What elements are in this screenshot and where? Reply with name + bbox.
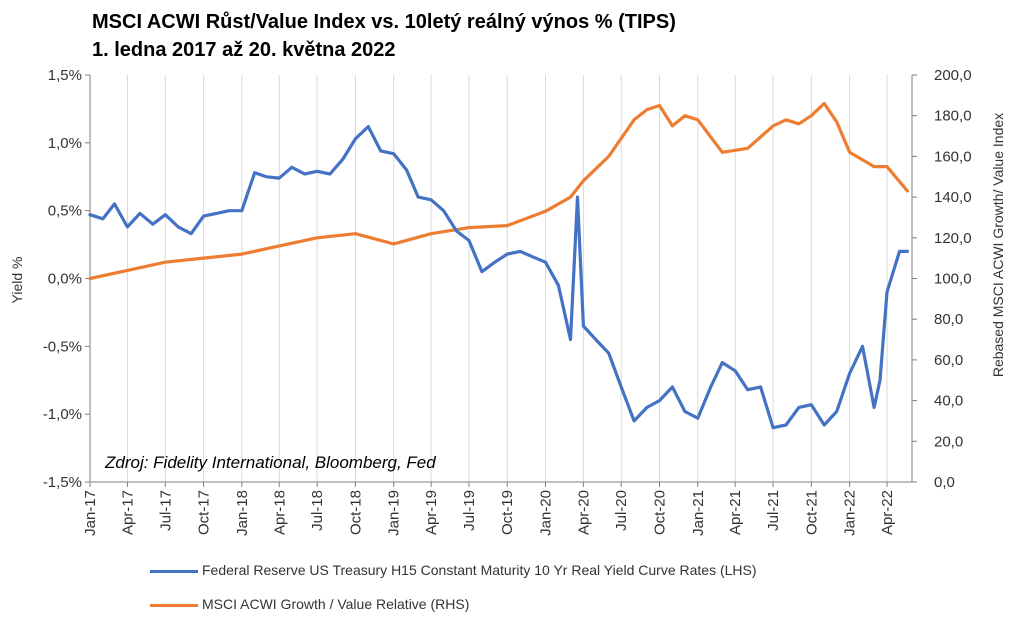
chart-subtitle: 1. ledna 2017 až 20. května 2022: [92, 39, 396, 61]
series-lines: [88, 101, 910, 430]
x-tick-label: Jan-19: [386, 490, 403, 536]
x-tick-label: Jul-20: [613, 490, 630, 531]
x-tick-label: Oct-17: [196, 490, 213, 535]
source-note: Zdroj: Fidelity International, Bloomberg…: [104, 453, 436, 472]
y-tick-label-left: -1,0%: [43, 406, 82, 423]
x-tick-label: Oct-20: [651, 490, 668, 535]
x-tick-label: Jan-18: [234, 490, 251, 536]
y-tick-label-right: 0,0: [934, 474, 955, 491]
legend-item-real-yield: Federal Reserve US Treasury H15 Constant…: [150, 562, 757, 578]
y-tick-label-right: 20,0: [934, 433, 963, 450]
series-line-growth-value: [88, 101, 910, 281]
y-axis-ticks-right: 200,0 180,0 160,0 140,0 120,0 100,0 80,0 60,0 40…: [912, 67, 972, 491]
legend-swatch-real-yield: [150, 569, 198, 573]
x-tick-label: Apr-21: [727, 490, 744, 535]
y-tick-label-left: 1,0%: [48, 135, 82, 152]
chart-title-block: MSCI ACWI Růst/Value Index vs. 10letý re…: [92, 8, 676, 64]
y-tick-label-right: 60,0: [934, 352, 963, 369]
x-tick-label: Jul-17: [157, 490, 174, 531]
x-tick-label: Jul-21: [765, 490, 782, 531]
x-tick-label: Oct-19: [499, 490, 516, 535]
x-tick-label: Jan-21: [690, 490, 707, 536]
chart-title: MSCI ACWI Růst/Value Index vs. 10letý re…: [92, 11, 676, 33]
y-tick-label-right: 100,0: [934, 271, 972, 288]
y-tick-label-right: 200,0: [934, 67, 972, 84]
x-tick-label: Apr-20: [575, 490, 592, 535]
legend-label-growth-value: MSCI ACWI Growth / Value Relative (RHS): [202, 596, 470, 612]
y-tick-label-left: -1,5%: [43, 474, 82, 491]
x-tick-label: Jan-20: [538, 490, 555, 536]
grid-lines: [89, 75, 888, 482]
x-tick-label: Apr-18: [271, 490, 288, 535]
series-line-real-yield: [88, 124, 910, 430]
x-tick-label: Apr-19: [423, 490, 440, 535]
legend-item-growth-value: MSCI ACWI Growth / Value Relative (RHS): [150, 596, 469, 612]
y-tick-label-right: 80,0: [934, 311, 963, 328]
y-tick-label-right: 160,0: [934, 148, 972, 165]
x-tick-label: Jan-17: [82, 490, 99, 536]
y-tick-label-right: 180,0: [934, 108, 972, 125]
y-axis-ticks-left: 1,5% 1,0% 0,5% 0,0% -0,5% -1,0% -1,5%: [43, 67, 90, 491]
x-tick-label: Jan-22: [842, 490, 859, 536]
x-tick-label: Oct-21: [803, 490, 820, 535]
y-tick-label-left: 1,5%: [48, 67, 82, 84]
x-tick-label: Apr-22: [879, 490, 896, 535]
y-tick-label-right: 120,0: [934, 230, 972, 247]
y-axis-title-right: Rebased MSCI ACWI Growth/ Value Index: [990, 113, 1006, 377]
y-tick-label-left: 0,0%: [48, 271, 82, 288]
y-tick-label-left: -0,5%: [43, 338, 82, 355]
legend-label-real-yield: Federal Reserve US Treasury H15 Constant…: [202, 562, 757, 578]
x-tick-label: Oct-18: [347, 490, 364, 535]
x-tick-label: Jul-19: [461, 490, 478, 531]
legend-swatch-growth-value: [150, 603, 198, 607]
y-axis-title-left: Yield %: [9, 257, 25, 304]
y-tick-label-right: 140,0: [934, 189, 972, 206]
x-tick-label: Apr-17: [119, 490, 136, 535]
x-tick-label: Jul-18: [309, 490, 326, 531]
x-axis-ticks: Jan-17 Apr-17 Jul-17 Oct-17 Jan-18 Apr-18 Jul-…: [82, 482, 896, 536]
y-tick-label-left: 0,5%: [48, 203, 82, 220]
y-tick-label-right: 40,0: [934, 393, 963, 410]
